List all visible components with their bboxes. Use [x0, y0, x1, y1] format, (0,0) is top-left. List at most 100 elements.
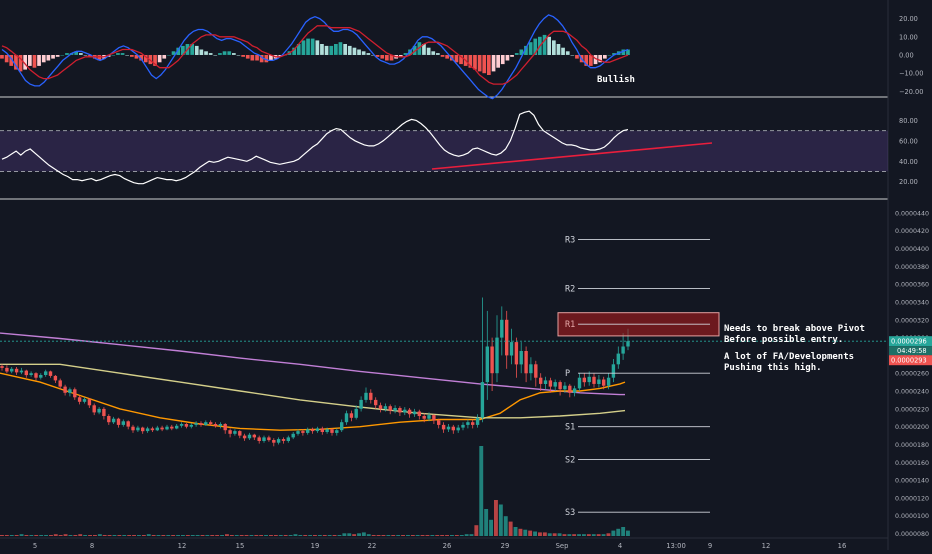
candle-body	[213, 424, 218, 426]
macd-histogram-bar	[264, 55, 269, 63]
volume-bar	[464, 534, 469, 536]
candle-body	[602, 379, 606, 386]
candle-body	[495, 337, 499, 374]
candle	[553, 379, 557, 391]
macd-histogram-bar	[116, 53, 120, 55]
candle-body	[378, 405, 383, 409]
candle	[606, 373, 611, 390]
signal-line	[1, 25, 629, 85]
volume-bar	[430, 535, 435, 536]
candle-body	[24, 370, 28, 376]
candle	[238, 430, 242, 439]
candle	[597, 375, 601, 388]
candle-body	[369, 392, 373, 400]
candle-body	[475, 417, 480, 425]
volume-bar	[396, 535, 401, 536]
candle	[519, 342, 523, 374]
candle-body	[354, 408, 358, 418]
volume-bar	[185, 535, 190, 536]
macd-histogram-bar	[375, 55, 380, 57]
macd-histogram-bar	[130, 55, 134, 57]
time-tick-label: 4	[618, 542, 622, 550]
candle	[29, 371, 33, 377]
volume-bar	[78, 534, 83, 536]
volume-bar	[161, 535, 166, 536]
pivot-levels[interactable]: R3 R2 R1 P S1 S2 S3	[557, 236, 720, 519]
candle-body	[616, 353, 620, 365]
candle	[407, 408, 412, 418]
macd-histogram-bar	[603, 55, 607, 59]
volume-bar	[586, 534, 591, 536]
countdown-label: 04:49:58	[897, 347, 927, 355]
candle	[34, 372, 38, 381]
macd-histogram-bar	[18, 55, 23, 72]
time-tick-label: 15	[236, 542, 245, 550]
candle-body	[466, 422, 470, 425]
candle-body	[398, 408, 402, 413]
macd-histogram-bar	[371, 55, 375, 56]
candle	[437, 418, 441, 429]
candle	[374, 397, 378, 409]
volume-bar	[616, 528, 621, 536]
rsi-trendline[interactable]	[431, 142, 713, 170]
candle-body	[364, 392, 368, 400]
price-candles	[0, 297, 630, 447]
candle	[320, 426, 324, 435]
candle-body	[242, 435, 247, 439]
volume-bar	[582, 534, 586, 536]
macd-histogram-bar	[454, 55, 459, 63]
candle-body	[160, 427, 164, 430]
volume-bar	[322, 535, 327, 536]
volume-bar	[391, 535, 396, 536]
volume-bar	[239, 535, 244, 536]
candle	[471, 419, 475, 429]
rsi-tick-label: 80.00	[899, 117, 918, 125]
macd-histogram-bar	[32, 55, 37, 68]
macd-histogram-bar	[9, 55, 14, 66]
macd-histogram-bar	[324, 45, 329, 55]
macd-histogram-bar	[28, 55, 32, 66]
macd-note-bullish: Bullish	[597, 74, 635, 85]
volume-bar	[151, 535, 156, 536]
macd-histogram-bar	[199, 49, 204, 55]
macd-histogram-bar	[125, 55, 129, 56]
candle	[286, 435, 290, 443]
macd-tick-label: 0.00	[899, 52, 914, 60]
candle-body	[480, 382, 485, 418]
macd-histogram-bar	[296, 44, 301, 55]
price-tick-label: 0.0000260	[895, 371, 929, 378]
macd-histogram-bar	[213, 55, 218, 56]
candle	[58, 378, 62, 390]
rsi-axis[interactable]: 80.00 60.00 40.00 20.00	[899, 117, 918, 186]
candle	[175, 424, 179, 430]
volume-bar	[195, 535, 200, 536]
macd-histogram-bar	[552, 40, 556, 55]
candle	[325, 427, 329, 434]
volume-bar	[498, 504, 503, 536]
volume-bar	[562, 534, 567, 536]
macd-histogram-bar	[227, 51, 232, 55]
volume-bar	[308, 535, 313, 536]
macd-axis[interactable]: 20.00 10.00 0.00 −10.00 −20.00	[899, 15, 923, 96]
candle-body	[73, 389, 77, 398]
candle-body	[48, 371, 53, 376]
volume-bar	[303, 535, 308, 536]
volume-bar	[381, 535, 386, 536]
time-tick-label: Sep	[556, 542, 569, 550]
volume-bar	[454, 535, 459, 536]
candle-body	[626, 341, 630, 347]
volume-bar	[205, 535, 210, 536]
candle	[97, 407, 101, 415]
candle-body	[306, 429, 310, 433]
candle-body	[102, 408, 106, 416]
time-axis[interactable]: 5 8 12 15 19 22 26 29 Sep 4 13:00 9 12 16	[33, 542, 846, 550]
volume-bar	[479, 446, 484, 536]
candle	[257, 435, 261, 444]
candle	[10, 367, 14, 374]
volume-bar	[117, 535, 122, 536]
candle-body	[204, 422, 208, 425]
candle	[92, 403, 96, 416]
candle-body	[310, 429, 315, 432]
volume-bar	[552, 533, 557, 536]
candle	[150, 426, 155, 432]
